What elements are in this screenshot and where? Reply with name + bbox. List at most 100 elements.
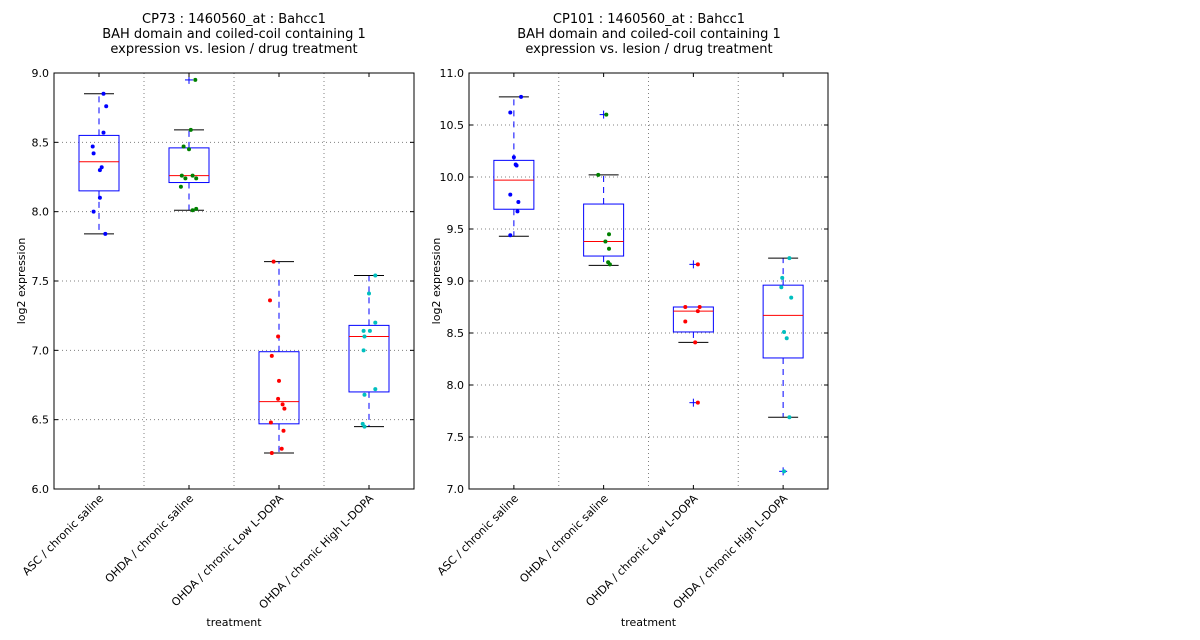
data-point [178,184,183,189]
data-point [511,155,516,160]
data-point [91,151,96,156]
data-point [784,336,789,341]
data-point [607,262,612,267]
data-point [367,291,371,296]
data-point [281,428,286,433]
x-axis-label: treatment [621,616,677,629]
y-axis-label: log2 expression [430,238,443,325]
data-point [362,392,367,397]
data-point [787,256,792,261]
data-point [367,328,372,333]
data-point [607,232,612,237]
data-point [269,353,274,358]
box [348,324,390,393]
data-point [596,172,601,177]
data-point [695,400,700,405]
data-point [373,320,378,325]
data-point [183,176,188,181]
data-point [514,163,519,168]
y-tick-label: 11.0 [440,67,465,80]
y-tick-label: 9.0 [32,67,50,80]
data-point [508,192,513,197]
data-point [188,127,193,132]
data-point [268,420,273,425]
x-axis-label: treatment [206,616,262,629]
data-point [695,309,700,314]
data-point [508,233,513,238]
data-point [789,295,794,300]
data-point [697,305,702,309]
data-point [695,262,700,267]
data-point [508,110,513,115]
data-point [782,329,787,334]
box [168,147,210,184]
data-point [276,334,281,339]
x-tick-label: OHDA / chronic saline [517,492,611,586]
data-point [276,396,281,401]
data-point [194,176,199,181]
data-point [779,285,784,290]
y-tick-label: 8.0 [447,379,465,392]
data-point [271,259,276,264]
data-point [282,406,287,411]
y-tick-label: 7.0 [447,483,465,496]
data-point [194,206,199,211]
data-point [603,239,608,244]
x-tick-label: OHDA / chronic saline [103,492,197,586]
data-point [103,231,108,236]
data-point [190,173,195,178]
box [762,284,804,359]
chart-title-line: expression vs. lesion / drug treatment [110,42,357,57]
chart-title-line: CP73 : 1460560_at : Bahcc1 [142,12,326,27]
x-tick-label: ASC / chronic saline [435,492,521,578]
data-point [90,144,95,149]
data-point [607,246,612,251]
data-point [97,195,102,200]
chart-title-line: expression vs. lesion / drug treatment [525,42,772,57]
chart-title-line: BAH domain and coiled-coil containing 1 [102,27,366,42]
data-point [787,415,792,420]
y-tick-label: 6.5 [32,414,50,427]
data-point [361,348,366,353]
plot-frame [468,72,829,490]
data-point [101,130,106,135]
data-point [373,273,378,278]
data-point [181,144,186,149]
data-point [91,209,96,214]
data-point [683,305,688,309]
y-tick-label: 7.0 [32,344,50,357]
plot-frame [53,72,415,490]
data-point [693,340,698,345]
data-point [519,94,524,99]
y-tick-label: 10.5 [440,119,465,132]
data-point [101,91,106,96]
data-point [279,446,284,451]
box [78,134,120,192]
box [672,306,714,333]
data-point [361,328,366,333]
x-tick-label: ASC / chronic saline [20,492,106,578]
data-point [97,168,102,173]
data-point [373,387,378,392]
data-point [268,298,272,303]
data-point [193,77,198,82]
data-point [269,450,274,455]
y-tick-label: 7.5 [32,275,50,288]
y-tick-label: 9.5 [447,223,465,236]
data-point [780,275,785,280]
chart-title-line: BAH domain and coiled-coil containing 1 [517,27,781,42]
data-point [683,319,688,324]
box [583,203,625,257]
y-tick-label: 7.5 [447,431,465,444]
data-point [280,402,285,407]
y-tick-label: 6.0 [32,483,50,496]
y-tick-label: 10.0 [440,171,465,184]
y-tick-label: 8.0 [32,206,50,219]
box [258,351,300,425]
y-axis-label: log2 expression [15,238,28,325]
data-point [516,199,521,204]
data-point [362,424,367,429]
